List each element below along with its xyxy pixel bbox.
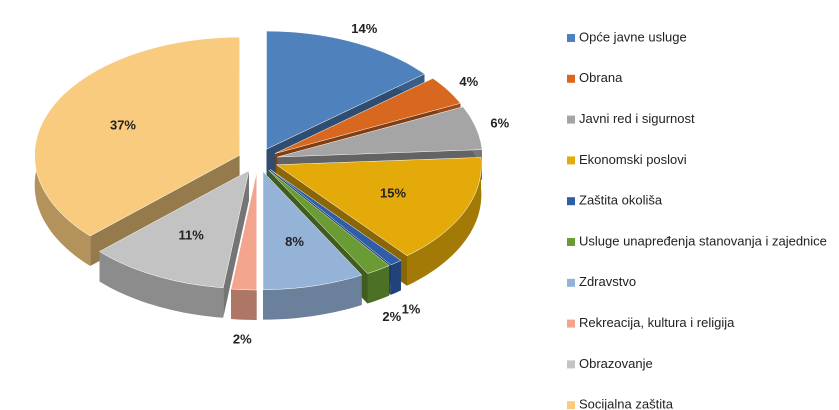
data-label: 1% <box>402 301 421 316</box>
slice <box>268 169 390 274</box>
legend-label: Socijalna zaštita <box>579 397 674 410</box>
legend-label: Javni red i sigurnost <box>579 111 695 126</box>
legend-label: Ekonomski poslovi <box>579 152 687 167</box>
slice <box>230 171 257 291</box>
slice-wall <box>367 265 390 304</box>
slice <box>266 30 426 150</box>
slice-wall <box>407 157 482 286</box>
data-label: 2% <box>382 309 401 324</box>
legend-swatch <box>567 319 575 328</box>
legend-label: Obrana <box>579 70 623 85</box>
legend-swatch <box>567 238 575 246</box>
legend: Opće javne usluge Obrana Javni red i sigur… <box>567 29 827 410</box>
legend-swatch <box>567 278 575 287</box>
slice-wall <box>390 260 401 295</box>
legend-label: Usluge unapređenja stanovanja i zajednic… <box>579 233 827 248</box>
slice <box>277 106 483 158</box>
data-label: 37% <box>110 118 136 133</box>
slice-wall <box>263 275 362 320</box>
legend-label: Opće javne usluge <box>579 29 687 44</box>
slice <box>34 36 240 237</box>
data-label: 2% <box>233 331 252 346</box>
slice <box>262 170 363 290</box>
slice <box>98 170 250 289</box>
legend-swatch <box>567 115 575 124</box>
data-label: 11% <box>179 227 205 242</box>
legend-swatch <box>567 74 575 83</box>
legend-label: Obrazovanje <box>579 356 653 371</box>
legend-label: Zdravstvo <box>579 274 636 289</box>
data-label: 15% <box>380 185 406 200</box>
data-label: 6% <box>490 116 509 131</box>
legend-swatch <box>567 34 575 42</box>
data-label: 14% <box>351 21 377 36</box>
slice <box>274 78 461 154</box>
data-label: 4% <box>459 74 478 89</box>
slice <box>275 157 482 256</box>
pie: 14%4%6%15%1%2%8%2%11%37% <box>34 21 510 346</box>
slice-wall <box>231 289 257 320</box>
legend-label: Rekreacija, kultura i religija <box>579 315 735 330</box>
legend-swatch <box>567 156 575 165</box>
legend-label: Zaštita okoliša <box>579 193 663 208</box>
data-label: 8% <box>285 234 304 249</box>
legend-swatch <box>567 401 575 410</box>
slice-side <box>223 170 249 318</box>
legend-swatch <box>567 197 575 206</box>
legend-swatch <box>567 360 575 369</box>
slice-wall <box>99 251 224 318</box>
slice <box>270 169 402 266</box>
